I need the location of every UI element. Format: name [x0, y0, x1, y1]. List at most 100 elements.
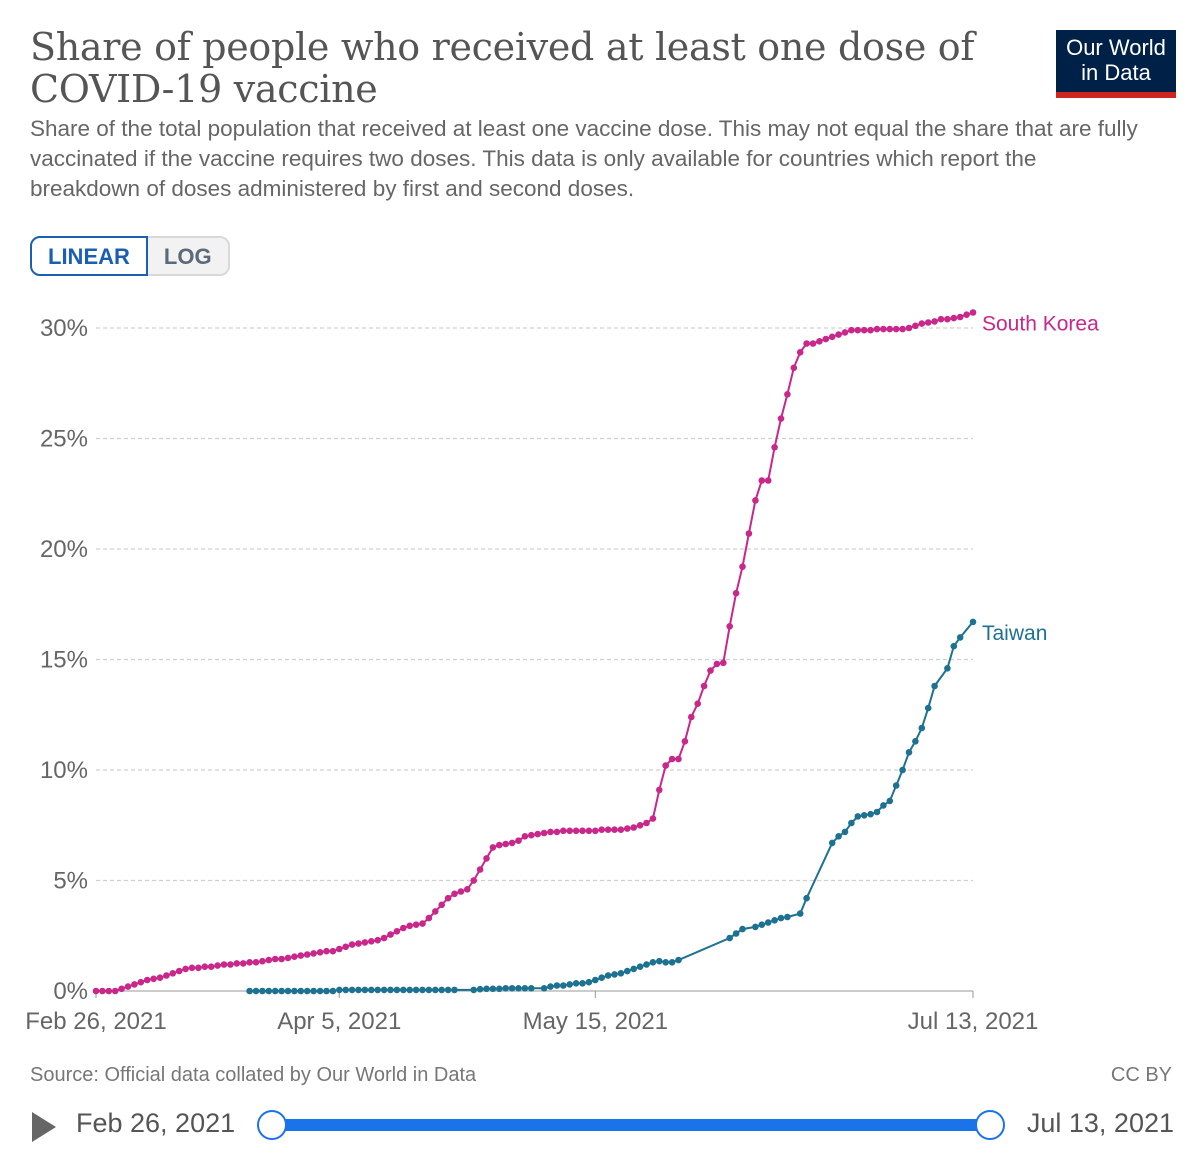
- data-point: [547, 828, 554, 836]
- data-point: [425, 986, 433, 994]
- data-point: [521, 985, 529, 992]
- series-line-taiwan: [249, 621, 974, 992]
- data-point: [297, 987, 305, 995]
- data-point: [310, 950, 317, 957]
- data-point: [860, 812, 868, 819]
- data-point: [809, 340, 817, 347]
- data-point: [624, 825, 631, 832]
- data-point: [598, 974, 605, 981]
- data-point: [316, 987, 324, 995]
- data-point: [271, 955, 279, 963]
- data-point: [284, 954, 292, 962]
- data-point: [956, 313, 964, 321]
- timeline-track[interactable]: [272, 1119, 990, 1131]
- data-point: [694, 700, 701, 707]
- license-link[interactable]: CC BY: [1110, 1064, 1172, 1086]
- data-point: [912, 322, 919, 330]
- data-point: [451, 890, 458, 898]
- x-axis-ticks: Feb 26, 2021 Apr 5, 2021 May 15, 2021 Jul 1…: [25, 991, 1038, 1035]
- data-point: [860, 326, 868, 334]
- data-point: [419, 986, 426, 994]
- data-point: [649, 815, 657, 822]
- data-point: [572, 827, 580, 835]
- x-tick-label: May 15, 2021: [523, 1008, 668, 1035]
- data-point: [496, 841, 503, 849]
- data-point: [246, 987, 253, 995]
- data-point: [566, 981, 573, 988]
- data-point: [771, 917, 778, 924]
- timeline-start-handle[interactable]: [257, 1110, 287, 1140]
- data-point: [739, 563, 746, 570]
- data-point: [515, 985, 522, 992]
- data-point: [156, 974, 164, 981]
- data-point: [252, 987, 260, 995]
- data-point: [393, 986, 401, 994]
- data-point: [131, 981, 138, 988]
- owid-logo[interactable]: Our World in Data: [1056, 30, 1176, 98]
- data-point: [796, 910, 804, 917]
- source-note: Source: Official data collated by Our Wo…: [30, 1064, 477, 1086]
- gridlines: [96, 327, 973, 992]
- data-point: [380, 986, 388, 994]
- data-point: [361, 986, 369, 994]
- x-tick-label: Jul 13, 2021: [908, 1008, 1039, 1035]
- data-point: [265, 987, 273, 995]
- data-point: [662, 959, 669, 966]
- data-point: [668, 755, 676, 763]
- data-point: [656, 786, 663, 794]
- data-point: [675, 956, 682, 964]
- data-point: [886, 797, 894, 805]
- data-point: [380, 934, 388, 942]
- play-icon[interactable]: [32, 1112, 56, 1142]
- data-point: [483, 855, 490, 862]
- data-point: [611, 971, 618, 978]
- data-point: [835, 331, 842, 338]
- data-point: [368, 986, 375, 994]
- data-point: [271, 987, 279, 995]
- data-point: [201, 963, 209, 970]
- data-point: [163, 972, 170, 979]
- data-point: [918, 320, 926, 327]
- data-point: [521, 833, 529, 840]
- log-scale-button[interactable]: LOG: [147, 236, 230, 276]
- data-point: [342, 986, 350, 994]
- data-point: [624, 967, 631, 975]
- data-point: [496, 985, 503, 993]
- series-label-south-korea: South Korea: [982, 313, 1099, 336]
- data-point: [105, 987, 113, 995]
- data-point: [630, 965, 637, 973]
- data-point: [195, 964, 202, 972]
- y-tick-label: 10%: [40, 757, 88, 784]
- data-point: [252, 959, 260, 966]
- data-point: [803, 894, 810, 902]
- data-point: [374, 936, 382, 944]
- data-point: [643, 819, 650, 827]
- data-point: [278, 955, 285, 963]
- data-point: [969, 618, 977, 626]
- data-point: [592, 827, 599, 835]
- data-point: [515, 837, 522, 844]
- data-point: [361, 939, 369, 946]
- data-point: [617, 970, 625, 977]
- data-point: [470, 986, 478, 994]
- data-point: [611, 826, 618, 833]
- data-point: [169, 970, 177, 977]
- data-point: [483, 985, 490, 993]
- data-point: [924, 319, 932, 326]
- data-point: [592, 976, 599, 984]
- data-point: [528, 831, 535, 839]
- data-point: [540, 829, 548, 837]
- data-point: [752, 923, 759, 931]
- data-point: [259, 957, 266, 965]
- y-tick-label: 15%: [40, 647, 88, 674]
- data-point: [841, 329, 849, 336]
- data-point: [790, 364, 798, 372]
- timeline: Feb 26, 2021 Jul 13, 2021: [0, 1100, 1202, 1150]
- linear-scale-button[interactable]: LINEAR: [30, 236, 148, 276]
- timeline-end-handle[interactable]: [975, 1110, 1005, 1140]
- series-lines: [92, 309, 977, 995]
- series-taiwan: [246, 618, 977, 995]
- data-point: [412, 986, 420, 994]
- data-point: [649, 959, 657, 966]
- data-point: [944, 665, 951, 672]
